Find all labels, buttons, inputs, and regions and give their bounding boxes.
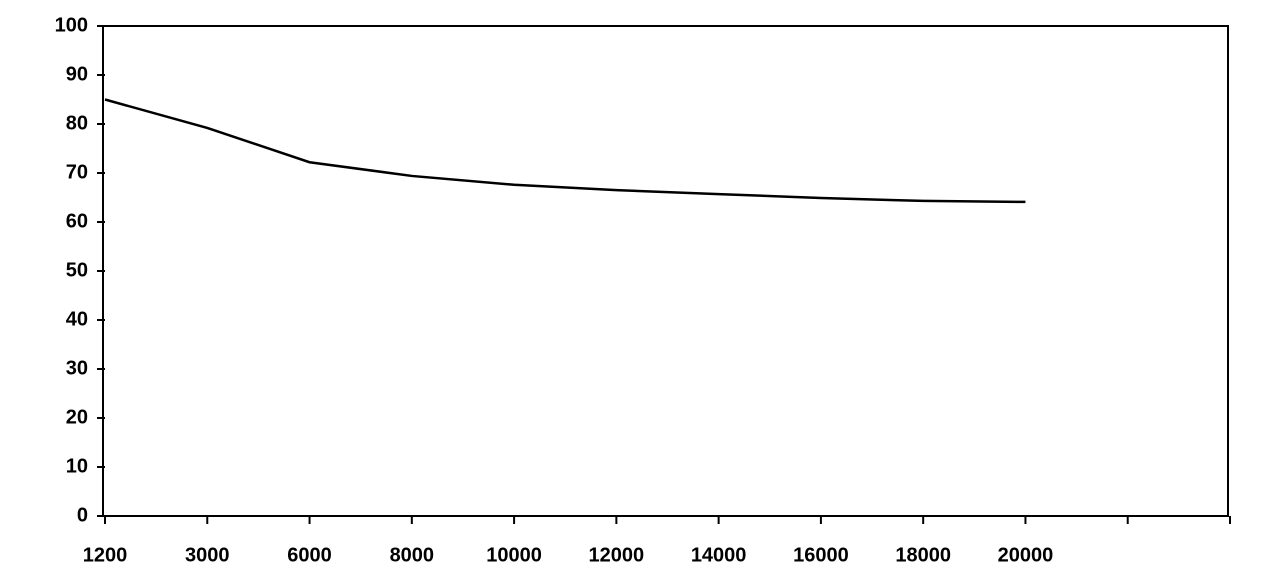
x-tick-label: 6000 — [287, 544, 332, 566]
y-tick-label: 60 — [66, 210, 88, 232]
x-tick-label: 10000 — [486, 544, 542, 566]
y-tick-label: 30 — [66, 357, 88, 379]
y-tick-label: 10 — [66, 455, 88, 477]
y-tick-label: 80 — [66, 112, 88, 134]
y-tick-label: 70 — [66, 161, 88, 183]
y-tick-label: 20 — [66, 406, 88, 428]
y-tick-label: 90 — [66, 63, 88, 85]
x-tick-label: 18000 — [895, 544, 951, 566]
plot-frame — [102, 25, 1229, 517]
x-tick-label: 20000 — [998, 544, 1054, 566]
y-tick-label: 40 — [66, 308, 88, 330]
x-tick-label: 1200 — [83, 544, 128, 566]
x-tick-label: 12000 — [589, 544, 645, 566]
line — [104, 98, 1026, 204]
x-tick-label: 8000 — [390, 544, 435, 566]
x-tick-label: 14000 — [691, 544, 747, 566]
x-tick-label: 16000 — [793, 544, 849, 566]
y-tick-label: 0 — [77, 504, 88, 526]
y-tick-label: 100 — [55, 14, 88, 36]
x-tick-label: 3000 — [185, 544, 230, 566]
y-tick-label: 50 — [66, 259, 88, 281]
